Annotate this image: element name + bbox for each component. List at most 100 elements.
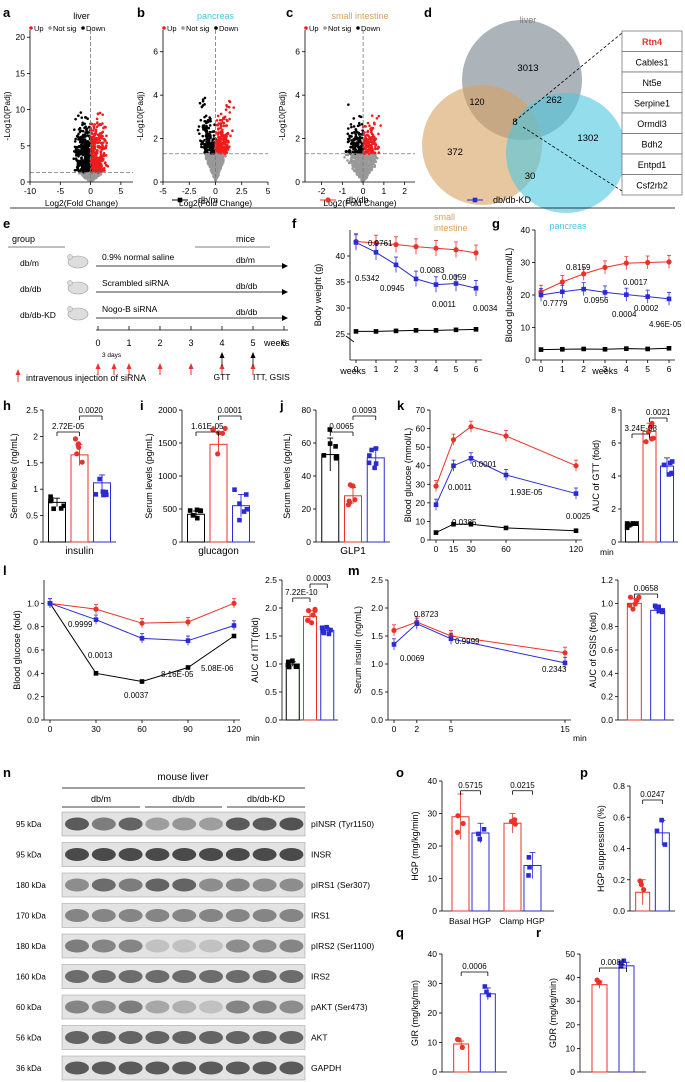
y-tick-label-m: 2.5 (371, 575, 383, 585)
pvalue-j: 0.0093 (352, 406, 377, 415)
volcano-point (93, 167, 96, 171)
dot-k2 (649, 436, 655, 442)
volcano-point (367, 135, 371, 139)
bar-r (618, 965, 635, 1073)
legend-ns: Not sig (53, 24, 76, 33)
volcano-point (232, 106, 236, 109)
volcano-point (91, 132, 94, 136)
dot-j (333, 455, 339, 461)
volcano-point (77, 132, 80, 136)
dot-j (372, 465, 377, 471)
volcano-point (90, 174, 94, 178)
data-point-f (413, 328, 419, 333)
x-tick-label-l: 30 (91, 724, 101, 734)
y-tick-label-m: 0.0 (371, 715, 383, 725)
volcano-point (212, 134, 216, 137)
dot-q (456, 1037, 462, 1043)
volcano-point (359, 161, 362, 165)
ylabel-l2: AUC of ITT(fold) (250, 617, 260, 683)
pvalue-g: 0.0956 (584, 296, 609, 305)
data-point-k (573, 528, 579, 534)
scheme-mice-name: db/m (236, 255, 255, 265)
y-tick-label-q: 10 (428, 1038, 438, 1048)
y-tick-label-q: 40 (428, 949, 438, 959)
y-tick-label-l: 0.4 (27, 668, 39, 678)
dot-h (58, 506, 64, 511)
dot-h (61, 503, 66, 509)
volcano-point (356, 143, 360, 147)
dot-o (455, 813, 461, 819)
volcano-point (370, 128, 373, 132)
volcano-point (365, 133, 369, 137)
volcano-point (352, 131, 356, 134)
dot-k2 (649, 420, 655, 426)
data-point-g (581, 271, 587, 277)
y-tick-label-o: 30 (428, 809, 438, 819)
volcano-point (212, 137, 215, 140)
volcano-point (94, 130, 98, 133)
volcano-point (372, 162, 375, 165)
volcano-point (357, 153, 360, 157)
blot-label: pIRS1 (Ser307) (311, 880, 370, 890)
volcano-point (99, 172, 103, 176)
volcano-point (78, 130, 82, 134)
scheme-group-name: db/db-KD (20, 310, 56, 320)
data-point-l (139, 636, 145, 641)
data-point-g (602, 264, 608, 270)
bar-o (503, 822, 522, 912)
pvalue-q: 0.0006 (462, 962, 487, 971)
blot-band (252, 817, 277, 831)
data-point-m (391, 642, 397, 647)
dot-k2 (625, 521, 630, 527)
blot-band (145, 878, 170, 892)
pvalue-g: 0.7779 (543, 299, 568, 308)
volcano-point (217, 122, 221, 125)
y-tick-label-q: 20 (428, 1008, 438, 1018)
blot-band (145, 970, 170, 983)
volcano-point (88, 177, 92, 181)
volcano-point (349, 123, 353, 126)
x-tick-label-g: 3 (603, 364, 608, 374)
volcano-point (197, 125, 201, 128)
y-tick-label-l: 1.0 (27, 598, 39, 608)
volcano-point (228, 117, 231, 121)
data-point-k (451, 463, 456, 469)
legend-up: Up (309, 24, 319, 33)
injection-legend: intravenous injection of siRNA (26, 373, 146, 383)
volcano-point (98, 163, 102, 166)
xlabel-i: glucagon (198, 546, 239, 557)
y-tick-label-i: 2000 (158, 405, 177, 415)
blot-band (279, 970, 304, 983)
dot-o (481, 827, 487, 832)
volcano-point (353, 138, 356, 142)
volcano-point (84, 131, 88, 134)
volcano-point (372, 154, 376, 157)
volcano-xlabel: Log2(Fold Change) (179, 198, 252, 208)
panel-label-e: e (3, 216, 10, 231)
y-tick-label-h: 0 (33, 537, 38, 547)
venn-pancreas (506, 93, 626, 213)
blot-band (65, 939, 89, 953)
mouse-ear (67, 280, 73, 286)
legend-ns-marker (48, 26, 52, 30)
volcano-point (87, 125, 91, 129)
y-tick-label-i: 0 (172, 537, 177, 547)
blot-band (145, 817, 170, 831)
volcano-point (217, 127, 220, 131)
volcano-point (358, 164, 362, 167)
bar-k2 (642, 430, 657, 543)
blot-band (118, 1031, 143, 1044)
volcano-point (101, 113, 104, 116)
volcano-point (221, 128, 224, 132)
blot-label: AKT (311, 1033, 328, 1043)
dot-j (373, 446, 379, 451)
y-tick-label-h: 2 (33, 431, 38, 441)
y-tick-label-h: 0.5 (26, 511, 38, 521)
volcano-point (205, 132, 209, 136)
blot-band (252, 878, 277, 892)
pvalue-f: 0.0945 (380, 284, 405, 293)
bar-j (366, 457, 385, 543)
timeline-3days: 3 days (102, 352, 122, 359)
volcano-point (219, 164, 223, 168)
x-tick-label: 0 (213, 186, 218, 196)
